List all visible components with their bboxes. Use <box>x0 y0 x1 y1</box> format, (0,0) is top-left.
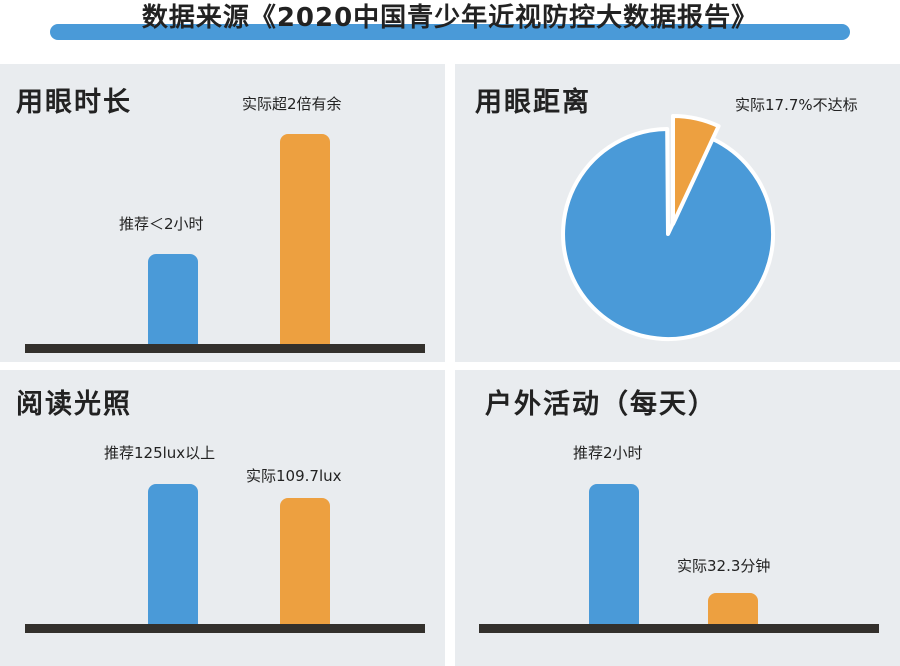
panel-title: 阅读光照 <box>16 389 132 420</box>
bar-recommended <box>148 254 198 346</box>
bar-label-actual: 实际32.3分钟 <box>677 557 771 575</box>
bar-recommended <box>589 484 639 626</box>
x-axis <box>479 624 879 633</box>
panel-eye-distance: 用眼距离 实际17.7%不达标 <box>455 64 900 362</box>
pie-slice-pass <box>561 127 776 341</box>
bar-actual <box>708 593 758 626</box>
x-axis <box>25 344 425 353</box>
bar-label-recommended: 推荐125lux以上 <box>104 444 216 462</box>
pie-slice-fail <box>671 114 721 226</box>
panel-title: 用眼距离 <box>475 87 591 118</box>
panel-title: 用眼时长 <box>16 87 132 118</box>
x-axis <box>25 624 425 633</box>
bar-recommended <box>148 484 198 626</box>
bar-label-recommended: 推荐2小时 <box>573 444 643 462</box>
pie-chart <box>561 114 776 341</box>
bar-actual <box>280 498 330 626</box>
page-title: 数据来源《2020中国青少年近视防控大数据报告》 <box>141 3 759 33</box>
bar-actual <box>280 134 330 346</box>
pie-label-actual: 实际17.7%不达标 <box>735 96 858 114</box>
panel-eye-time: 用眼时长 推荐＜2小时 实际超2倍有余 <box>0 64 445 362</box>
panel-reading-light: 阅读光照 推荐125lux以上 实际109.7lux <box>0 370 445 666</box>
panel-outdoor-activity: 户外活动（每天） 推荐2小时 实际32.3分钟 <box>455 370 900 666</box>
title-underline-bar <box>50 24 850 40</box>
panel-title: 户外活动（每天） <box>485 389 717 420</box>
bar-label-actual: 实际超2倍有余 <box>242 95 342 113</box>
bar-label-recommended: 推荐＜2小时 <box>119 215 204 233</box>
bar-label-actual: 实际109.7lux <box>246 467 342 485</box>
